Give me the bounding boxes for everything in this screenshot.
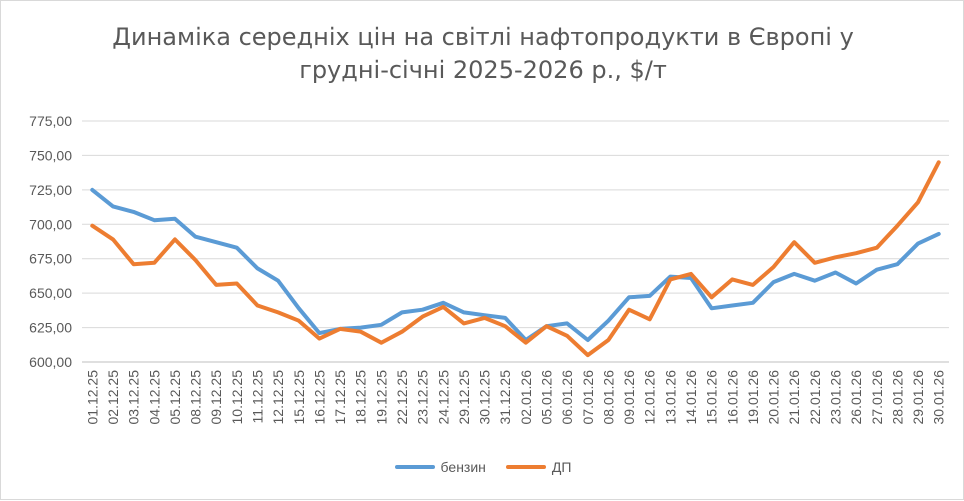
x-tick-label: 22.01.26 (807, 370, 823, 425)
x-axis-ticks: 01.12.25 02.12.25 03.12.25 04.12.25 05.12.25… (84, 370, 946, 425)
y-tick-label: 675,00 (29, 251, 72, 267)
x-tick-label: 07.01.26 (580, 370, 596, 425)
y-tick-label: 700,00 (29, 216, 72, 232)
legend-label-series-2: ДП (551, 459, 572, 475)
x-tick-label: 04.12.25 (146, 370, 162, 425)
series-line-1 (90, 187, 941, 342)
chart-title-line-1: Динаміка середніх цін на світлі нафтопро… (112, 23, 854, 51)
x-tick-label: 20.01.26 (766, 370, 782, 425)
chart-title: Динаміка середніх цін на світлі нафтопро… (1, 21, 964, 87)
y-tick-label: 725,00 (29, 182, 72, 198)
x-tick-label: 21.01.26 (786, 370, 802, 425)
x-tick-label: 03.12.25 (126, 370, 142, 425)
x-tick-label: 14.01.26 (683, 370, 699, 425)
x-tick-label: 30.12.25 (477, 370, 493, 425)
legend: бензин ДП (1, 459, 964, 475)
y-tick-label: 650,00 (29, 285, 72, 301)
series-line-2 (90, 160, 941, 358)
x-tick-label: 16.01.26 (724, 370, 740, 425)
x-tick-label: 01.12.25 (84, 370, 100, 425)
x-tick-label: 02.12.25 (105, 370, 121, 425)
chart-title-line-2: грудні-січні 2025-2026 р., $/т (299, 56, 667, 84)
y-tick-label: 775,00 (29, 113, 72, 129)
x-tick-label: 18.12.25 (353, 370, 369, 425)
x-tick-label: 10.12.25 (229, 370, 245, 425)
legend-swatch-series-2 (505, 465, 546, 469)
y-tick-label: 600,00 (29, 354, 72, 370)
x-tick-label: 13.01.26 (662, 370, 678, 425)
legend-item-series-2: ДП (505, 459, 572, 475)
x-tick-label: 23.01.26 (827, 370, 843, 425)
x-tick-label: 29.01.26 (910, 370, 926, 425)
x-tick-label: 15.12.25 (291, 370, 307, 425)
legend-item-series-1: бензин (394, 459, 486, 475)
x-tick-label: 05.12.25 (167, 370, 183, 425)
x-tick-label: 27.01.26 (869, 370, 885, 425)
y-tick-label: 750,00 (29, 147, 72, 163)
x-tick-label: 16.12.25 (311, 370, 327, 425)
legend-swatch-series-1 (394, 465, 435, 469)
x-tick-label: 23.12.25 (415, 370, 431, 425)
x-tick-label: 26.01.26 (848, 370, 864, 425)
x-tick-label: 09.12.25 (208, 370, 224, 425)
series-lines (90, 160, 941, 358)
x-tick-label: 08.12.25 (188, 370, 204, 425)
x-tick-label: 06.01.26 (559, 370, 575, 425)
x-tick-label: 09.01.26 (621, 370, 637, 425)
x-tick-label: 15.01.26 (704, 370, 720, 425)
y-axis-ticks: 600,00 625,00 650,00 675,00 700,00 725,00 750,… (29, 113, 72, 370)
legend-label-series-1: бензин (440, 459, 486, 475)
x-tick-label: 12.12.25 (270, 370, 286, 425)
x-tick-label: 11.12.25 (249, 370, 265, 424)
x-tick-label: 24.12.25 (435, 370, 451, 425)
x-tick-label: 05.01.26 (538, 370, 554, 425)
x-tick-label: 31.12.25 (497, 370, 513, 425)
x-tick-label: 17.12.25 (332, 370, 348, 425)
gridlines (82, 120, 949, 363)
x-tick-label: 19.12.25 (373, 370, 389, 425)
x-tick-label: 02.01.26 (518, 370, 534, 425)
x-tick-label: 12.01.26 (642, 370, 658, 425)
y-tick-label: 625,00 (29, 320, 72, 336)
x-tick-label: 28.01.26 (889, 370, 905, 425)
x-tick-label: 29.12.25 (456, 370, 472, 425)
x-tick-label: 19.01.26 (745, 370, 761, 425)
x-tick-label: 08.01.26 (600, 370, 616, 425)
x-tick-label: 22.12.25 (394, 370, 410, 425)
x-tick-label: 30.01.26 (931, 370, 947, 425)
